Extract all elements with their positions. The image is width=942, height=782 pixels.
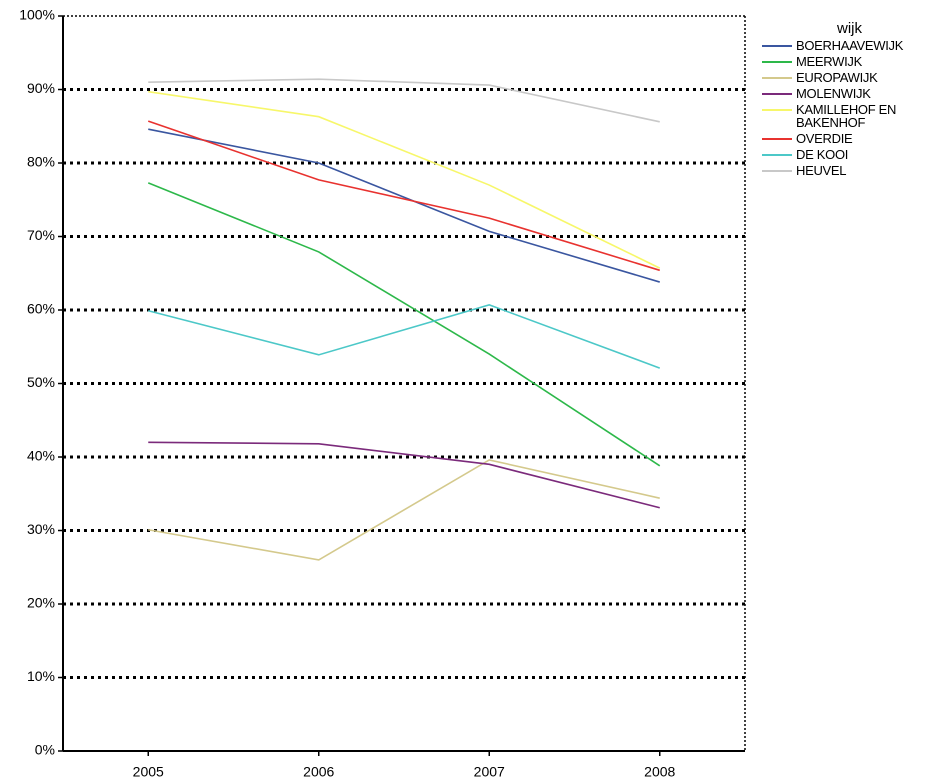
x-tick-label: 2005 <box>133 764 164 780</box>
legend-swatch <box>762 93 792 95</box>
legend-item: EUROPAWIJK <box>762 71 937 84</box>
legend-label: MOLENWIJK <box>796 86 871 101</box>
y-tick-label: 60% <box>27 301 55 317</box>
legend-swatch <box>762 138 792 140</box>
y-tick-label: 20% <box>27 595 55 611</box>
legend-swatch <box>762 170 792 172</box>
legend-swatch <box>762 154 792 156</box>
series-line <box>147 120 660 272</box>
legend-label: DE KOOI <box>796 147 849 162</box>
y-tick-label: 70% <box>27 227 55 243</box>
legend-swatch <box>762 77 792 79</box>
legend-label: EUROPAWIJK <box>796 70 878 85</box>
series-line <box>148 78 660 123</box>
legend-label: MEERWIJK <box>796 54 862 69</box>
x-tick-label: 2006 <box>303 764 334 780</box>
legend-title: wijk <box>837 20 862 37</box>
y-tick-label: 10% <box>27 668 55 684</box>
legend-label: OVERDIE <box>796 131 853 146</box>
series-line <box>148 441 660 509</box>
y-tick-label: 40% <box>27 448 55 464</box>
legend-item: OVERDIE <box>762 132 937 145</box>
y-tick-label: 0% <box>35 742 55 758</box>
legend: wijk BOERHAAVEWIJK MEERWIJK EUROPAWIJK MOLE… <box>762 20 937 180</box>
y-tick-label: 50% <box>27 374 55 390</box>
series-line <box>148 459 660 561</box>
legend-label: HEUVEL <box>796 163 847 178</box>
y-tick-label: 80% <box>27 154 55 170</box>
legend-item: KAMILLEHOF EN BAKENHOF <box>762 103 937 129</box>
legend-item: DE KOOI <box>762 148 937 161</box>
y-tick-label: 90% <box>27 80 55 96</box>
series-line <box>148 128 660 283</box>
legend-label: KAMILLEHOF EN BAKENHOF <box>796 102 897 130</box>
series-line <box>148 304 661 369</box>
legend-item: BOERHAAVEWIJK <box>762 39 937 52</box>
legend-label: BOERHAAVEWIJK <box>796 38 904 53</box>
legend-swatch <box>762 45 792 47</box>
series-line <box>148 90 661 269</box>
y-tick-label: 100% <box>19 7 55 23</box>
series-line <box>147 182 661 467</box>
legend-swatch <box>762 109 792 111</box>
x-tick-label: 2008 <box>644 764 675 780</box>
legend-swatch <box>762 61 792 63</box>
legend-item: HEUVEL <box>762 164 937 177</box>
y-tick-label: 30% <box>27 521 55 537</box>
x-tick-label: 2007 <box>474 764 505 780</box>
legend-item: MOLENWIJK <box>762 87 937 100</box>
legend-item: MEERWIJK <box>762 55 937 68</box>
